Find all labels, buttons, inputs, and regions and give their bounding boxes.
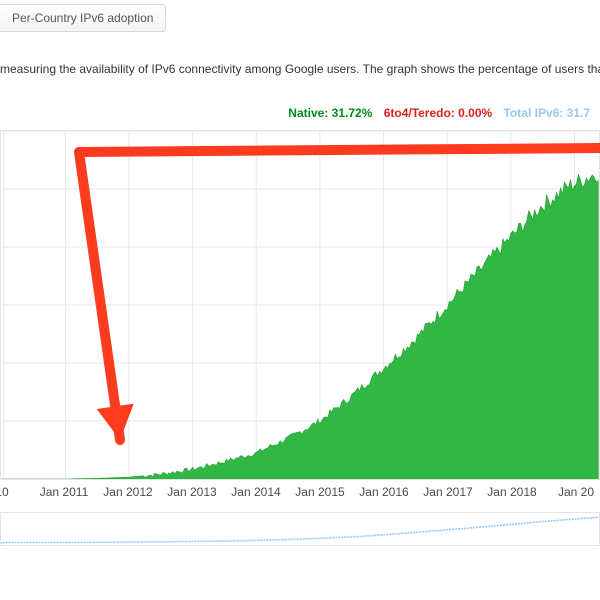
legend-total: Total IPv6: 31.7 [504, 106, 590, 120]
x-tick: 10 [0, 485, 9, 499]
tab-label: Per-Country IPv6 adoption [12, 11, 153, 25]
x-tick: Jan 2017 [423, 485, 472, 499]
x-tick: Jan 2016 [359, 485, 408, 499]
overview-canvas [1, 513, 599, 545]
x-tick: Jan 2018 [487, 485, 536, 499]
x-tick: Jan 2012 [103, 485, 152, 499]
x-tick: Jan 2014 [231, 485, 280, 499]
x-axis: 10 Jan 2011 Jan 2012 Jan 2013 Jan 2014 Jan 20… [0, 485, 600, 503]
legend-6to4: 6to4/Teredo: 0.00% [384, 106, 492, 120]
chart-description: measuring the availability of IPv6 conne… [0, 62, 600, 76]
x-tick: Jan 20 [558, 485, 594, 499]
tab-per-country-ipv6[interactable]: Per-Country IPv6 adoption [0, 4, 166, 32]
legend-native: Native: 31.72% [288, 106, 372, 120]
ipv6-adoption-chart [0, 130, 600, 480]
x-tick: Jan 2015 [295, 485, 344, 499]
chart-legend: Native: 31.72% 6to4/Teredo: 0.00% Total … [280, 106, 590, 120]
x-tick: Jan 2011 [40, 485, 89, 499]
x-tick: Jan 2013 [167, 485, 216, 499]
chart-canvas [1, 131, 599, 479]
overview-strip [0, 512, 600, 546]
